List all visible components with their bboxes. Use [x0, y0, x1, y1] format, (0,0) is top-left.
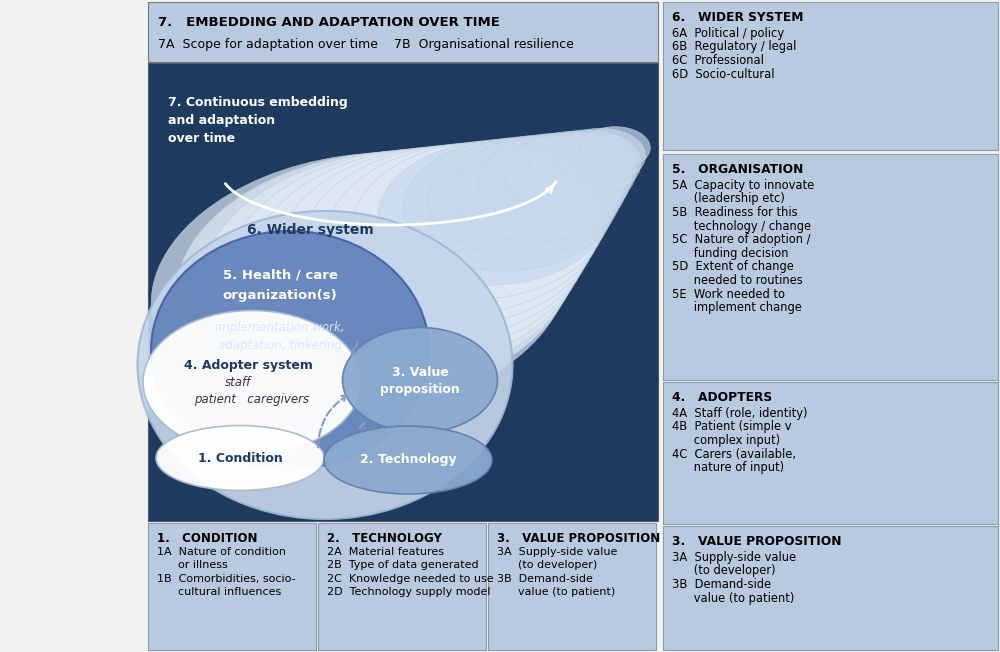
Text: technology / change: technology / change: [672, 220, 811, 233]
Text: staff: staff: [225, 376, 251, 389]
Ellipse shape: [428, 136, 622, 256]
Text: 3A  Supply-side value: 3A Supply-side value: [672, 551, 796, 563]
Text: 5D  Extent of change: 5D Extent of change: [672, 261, 794, 273]
Text: 3. Value: 3. Value: [392, 366, 448, 379]
Text: 2D  Technology supply model: 2D Technology supply model: [327, 587, 490, 597]
Ellipse shape: [324, 426, 492, 494]
Text: 3.   VALUE PROPOSITION: 3. VALUE PROPOSITION: [497, 532, 660, 545]
Text: 3A  Supply-side value: 3A Supply-side value: [497, 547, 617, 557]
Ellipse shape: [504, 132, 636, 213]
Text: 2A  Material features: 2A Material features: [327, 547, 444, 557]
Ellipse shape: [151, 231, 429, 469]
Text: complex input): complex input): [672, 434, 780, 447]
Ellipse shape: [529, 130, 641, 198]
Text: organization(s): organization(s): [223, 288, 337, 301]
Text: 6C  Professional: 6C Professional: [672, 54, 764, 67]
Text: 6.   WIDER SYSTEM: 6. WIDER SYSTEM: [672, 11, 804, 24]
Text: proposition: proposition: [380, 383, 460, 396]
Ellipse shape: [327, 143, 603, 314]
Text: 2B  Type of data generated: 2B Type of data generated: [327, 560, 479, 570]
Text: 3B  Demand-side: 3B Demand-side: [497, 574, 593, 584]
Text: nature of input): nature of input): [672, 461, 784, 474]
Ellipse shape: [201, 150, 579, 387]
Text: 4B  Patient (simple v: 4B Patient (simple v: [672, 421, 792, 434]
Text: value (to patient): value (to patient): [497, 587, 615, 597]
Text: value (to patient): value (to patient): [672, 591, 794, 604]
FancyBboxPatch shape: [488, 523, 656, 650]
Ellipse shape: [403, 138, 617, 271]
Ellipse shape: [342, 327, 498, 432]
Text: 4C  Carers (available,: 4C Carers (available,: [672, 447, 796, 460]
Text: implement change: implement change: [672, 301, 802, 314]
Text: 2. Technology: 2. Technology: [360, 454, 456, 466]
Ellipse shape: [156, 426, 324, 490]
Text: needed to routines: needed to routines: [672, 274, 803, 287]
Ellipse shape: [138, 211, 512, 519]
Text: or illness: or illness: [157, 560, 228, 570]
Ellipse shape: [227, 149, 583, 373]
Ellipse shape: [453, 135, 627, 242]
Text: 6B  Regulatory / legal: 6B Regulatory / legal: [672, 40, 796, 53]
Text: 4.   ADOPTERS: 4. ADOPTERS: [672, 391, 772, 404]
Text: 1A  Nature of condition: 1A Nature of condition: [157, 547, 286, 557]
Text: (to developer): (to developer): [497, 560, 597, 570]
Text: 6D  Socio-cultural: 6D Socio-cultural: [672, 68, 774, 81]
FancyBboxPatch shape: [663, 154, 998, 380]
Text: 5. Health / care: 5. Health / care: [223, 269, 337, 282]
Text: 1.   CONDITION: 1. CONDITION: [157, 532, 258, 545]
Text: implementation work,: implementation work,: [215, 321, 345, 334]
Text: 1. Condition: 1. Condition: [198, 451, 282, 464]
Text: 5.   ORGANISATION: 5. ORGANISATION: [672, 163, 803, 176]
Ellipse shape: [277, 146, 593, 344]
Text: (to developer): (to developer): [672, 564, 776, 577]
Text: 3B  Demand-side: 3B Demand-side: [672, 578, 771, 591]
Text: (leadership etc): (leadership etc): [672, 192, 785, 205]
Text: 2.   TECHNOLOGY: 2. TECHNOLOGY: [327, 532, 442, 545]
Text: 5B  Readiness for this: 5B Readiness for this: [672, 206, 798, 219]
FancyBboxPatch shape: [318, 523, 486, 650]
Text: 5C  Nature of adoption /: 5C Nature of adoption /: [672, 233, 810, 246]
FancyBboxPatch shape: [148, 2, 658, 62]
FancyBboxPatch shape: [663, 526, 998, 650]
Text: 6A  Political / policy: 6A Political / policy: [672, 27, 784, 40]
FancyBboxPatch shape: [148, 523, 316, 650]
Text: 3.   VALUE PROPOSITION: 3. VALUE PROPOSITION: [672, 535, 842, 548]
Text: patient   caregivers: patient caregivers: [194, 394, 310, 406]
Ellipse shape: [479, 133, 631, 228]
Ellipse shape: [143, 310, 361, 454]
Text: adaptation, tinkering: adaptation, tinkering: [218, 340, 342, 353]
FancyBboxPatch shape: [663, 2, 998, 150]
Text: 2C  Knowledge needed to use: 2C Knowledge needed to use: [327, 574, 494, 584]
Ellipse shape: [580, 126, 650, 170]
FancyBboxPatch shape: [663, 382, 998, 524]
Ellipse shape: [151, 153, 569, 417]
Text: 7A  Scope for adaptation over time    7B  Organisational resilience: 7A Scope for adaptation over time 7B Org…: [158, 38, 574, 51]
Text: 4. Adopter system: 4. Adopter system: [184, 359, 312, 372]
Ellipse shape: [352, 141, 608, 300]
Text: cultural influences: cultural influences: [157, 587, 281, 597]
Ellipse shape: [554, 128, 646, 184]
Text: 7.   EMBEDDING AND ADAPTATION OVER TIME: 7. EMBEDDING AND ADAPTATION OVER TIME: [158, 16, 500, 29]
Text: 6. Wider system: 6. Wider system: [247, 223, 373, 237]
Ellipse shape: [252, 147, 588, 358]
Text: funding decision: funding decision: [672, 247, 788, 260]
Text: 1B  Comorbidities, socio-: 1B Comorbidities, socio-: [157, 574, 296, 584]
Ellipse shape: [302, 144, 598, 329]
Text: 7. Continuous embedding
and adaptation
over time: 7. Continuous embedding and adaptation o…: [168, 96, 348, 145]
Text: 5E  Work needed to: 5E Work needed to: [672, 288, 785, 301]
Text: 4A  Staff (role, identity): 4A Staff (role, identity): [672, 407, 808, 420]
FancyBboxPatch shape: [148, 63, 658, 521]
Ellipse shape: [378, 140, 612, 286]
Text: 5A  Capacity to innovate: 5A Capacity to innovate: [672, 179, 814, 192]
Ellipse shape: [176, 152, 574, 402]
